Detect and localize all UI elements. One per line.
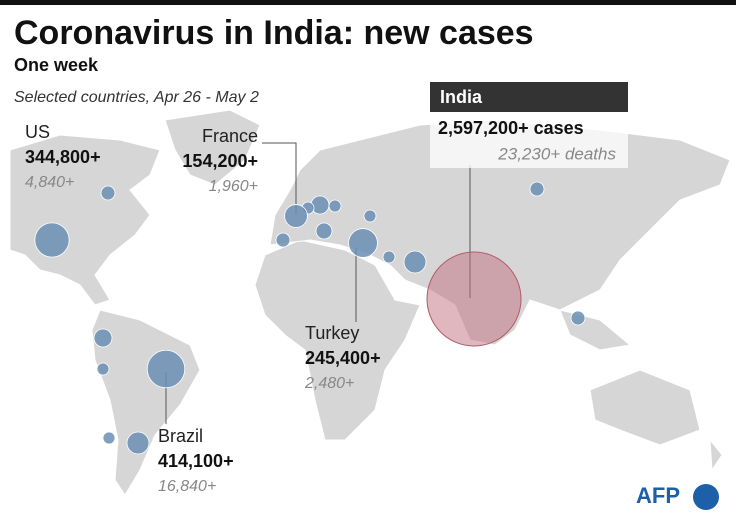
subtitle: One week xyxy=(14,55,99,75)
india-deaths: 23,230+ deaths xyxy=(497,144,616,163)
top-bar xyxy=(0,0,736,5)
bubbles xyxy=(34,204,522,389)
india-box xyxy=(430,112,628,168)
minor-bubbles xyxy=(93,181,586,455)
india-cases: 2,597,200+ cases xyxy=(438,118,584,138)
country-bubble xyxy=(34,222,70,258)
title: Coronavirus in India: new cases xyxy=(14,14,534,52)
india-name: India xyxy=(440,87,483,107)
country-cases: 344,800+ xyxy=(25,147,101,167)
country-cases: 245,400+ xyxy=(305,348,381,368)
india-bubble xyxy=(426,251,522,347)
country-labels: US 344,800+ 4,840+ France 154,200+ 1,960+ Turk… xyxy=(25,122,381,495)
note: Selected countries, Apr 26 - May 2 xyxy=(14,89,259,106)
country-bubble xyxy=(284,204,308,228)
country-name: US xyxy=(25,122,50,142)
logo-dot xyxy=(693,484,719,510)
country-deaths: 2,480+ xyxy=(304,375,354,392)
country-name: Brazil xyxy=(158,426,203,446)
country-cases: 414,100+ xyxy=(158,451,234,471)
world-map xyxy=(9,109,731,496)
country-name: France xyxy=(202,126,258,146)
country-deaths: 4,840+ xyxy=(25,174,74,191)
country-bubble xyxy=(348,228,378,258)
country-cases: 154,200+ xyxy=(182,151,258,171)
source-logo: AFP xyxy=(636,483,680,508)
country-deaths: 1,960+ xyxy=(209,178,258,195)
india-header xyxy=(430,82,628,112)
country-bubble xyxy=(146,349,186,389)
country-name: Turkey xyxy=(305,323,359,343)
country-deaths: 16,840+ xyxy=(158,478,216,495)
